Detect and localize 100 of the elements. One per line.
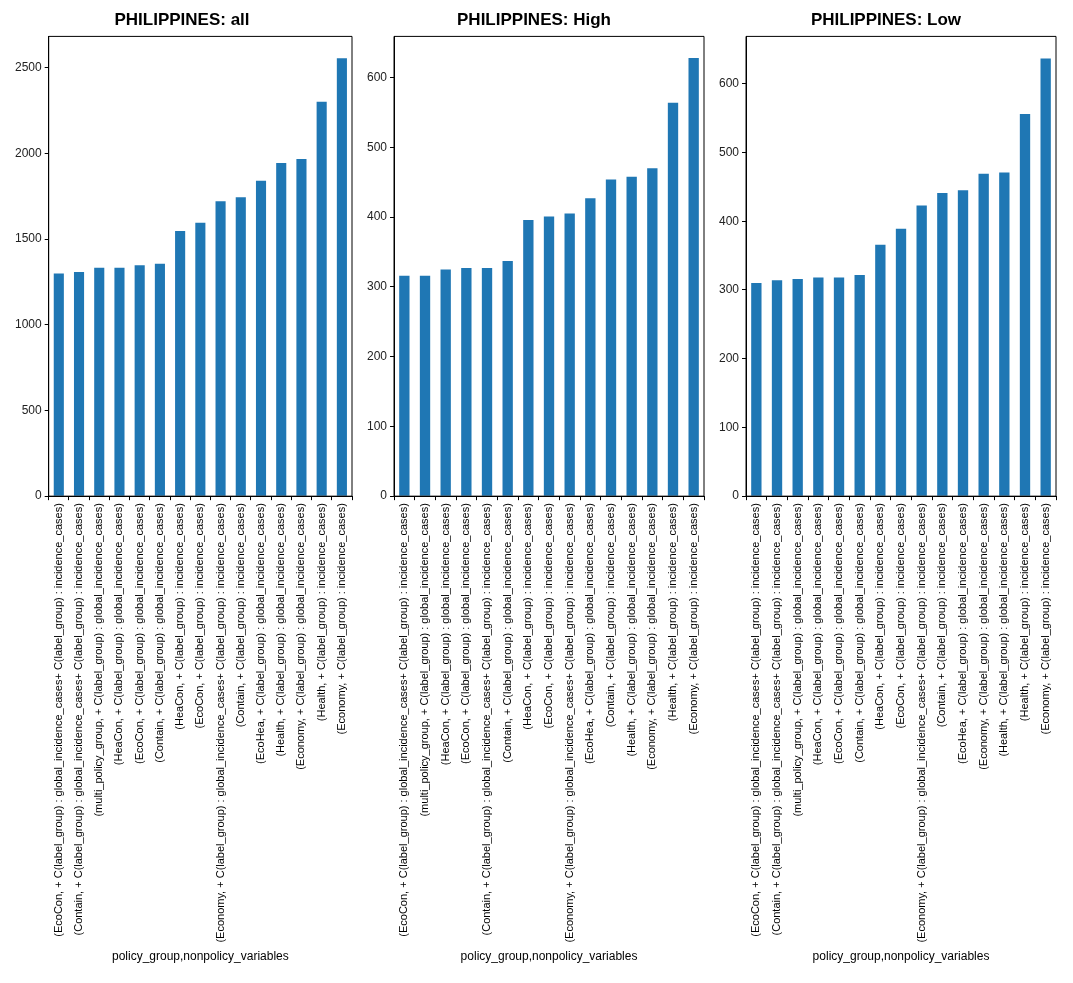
y-tick-label: 500 — [366, 139, 388, 154]
y-tick-label: 2000 — [14, 145, 43, 160]
x-tick-label: (Contain, + C(label_group) : global_incidence_cases) — [852, 503, 865, 763]
bar — [626, 176, 637, 496]
bar — [1019, 114, 1031, 496]
bar — [235, 197, 246, 496]
y-tick-label: 1000 — [14, 317, 43, 332]
x-tick-label: (EcoCon, + C(label_group) : global_incidence_cases+ C(label_group) : incidence_cases) — [397, 503, 410, 937]
bar — [276, 163, 287, 496]
y-tick-label: 1500 — [14, 231, 43, 246]
bar — [195, 222, 206, 496]
x-tick-label: (EcoCon, + C(label_group) : incidence_cases) — [542, 503, 555, 729]
bar — [175, 231, 186, 496]
bar — [481, 268, 493, 496]
y-tick-label: 0 — [380, 488, 388, 503]
x-axis-title: policy_group,nonpolicy_variables — [111, 949, 289, 964]
bar — [296, 158, 307, 496]
bar — [419, 275, 431, 496]
y-tick-label: 400 — [366, 209, 388, 224]
bar — [543, 216, 555, 496]
x-tick-label: (HeaCon, + C(label_group) : global_incidence_cases) — [112, 503, 125, 766]
bar — [215, 201, 226, 496]
bar — [399, 275, 410, 496]
x-tick-label: (multi_policy_group, + C(label_group) : global_incidence_cases) — [418, 503, 431, 817]
y-tick-label: 0 — [732, 488, 740, 503]
y-tick-label: 100 — [366, 418, 388, 433]
x-tick-label: (Health, + C(label_group) : incidence_cases) — [666, 503, 679, 722]
bar — [461, 268, 472, 496]
bar — [957, 190, 969, 496]
bar — [813, 277, 824, 496]
y-tick-label: 0 — [35, 488, 43, 503]
bar — [771, 280, 783, 496]
bar — [854, 274, 865, 496]
x-tick-label: (Economy, + C(label_group) : incidence_cases) — [1038, 503, 1051, 735]
y-tick-label: 500 — [21, 402, 43, 417]
bar — [833, 277, 845, 496]
x-tick-label: (Contain, + C(label_group) : incidence_cases) — [233, 503, 246, 728]
x-tick-label: (EcoCon, + C(label_group) : global_incidence_cases+ C(label_group) : incidence_cases) — [749, 503, 762, 937]
bar — [53, 273, 64, 496]
bar — [502, 261, 513, 496]
y-tick-label: 400 — [718, 213, 740, 228]
y-tick-label: 2500 — [14, 60, 43, 75]
bar — [792, 279, 803, 496]
bar — [134, 265, 145, 496]
y-tick-label: 600 — [718, 76, 740, 91]
chart-title: PHILIPPINES: all — [114, 9, 250, 29]
x-axis-title: policy_group,nonpolicy_variables — [812, 949, 990, 964]
x-tick-label: (Health, + C(label_group) : global_incidence_cases) — [997, 503, 1010, 757]
x-tick-label: (EcoHea, + C(label_group) : global_incidence_cases) — [254, 503, 267, 764]
x-tick-label: (HeaCon, + C(label_group) : global_incidence_cases) — [811, 503, 824, 766]
x-tick-label: (Economy, + C(label_group) : incidence_cases) — [686, 503, 699, 735]
x-tick-label: (Contain, + C(label_group) : incidence_cases) — [935, 503, 948, 728]
bar — [937, 193, 948, 496]
x-tick-label: (EcoCon, + C(label_group) : global_incidence_cases) — [132, 503, 145, 764]
y-tick-label: 100 — [718, 419, 740, 434]
bar — [667, 102, 679, 496]
bar — [523, 219, 534, 496]
y-tick-label: 200 — [718, 351, 740, 366]
x-tick-label: (Economy, + C(label_group) : global_incidence_cases+ C(label_group) : incidence_cases) — [213, 503, 226, 943]
bar — [73, 272, 85, 496]
bar — [564, 213, 575, 496]
x-tick-label: (HeaCon, + C(label_group) : incidence_cases) — [521, 503, 534, 730]
x-tick-label: (EcoHea, + C(label_group) : global_incidence_cases) — [956, 503, 969, 764]
x-tick-label: (multi_policy_group, + C(label_group) : global_incidence_cases) — [790, 503, 803, 817]
x-tick-label: (HeaCon, + C(label_group) : incidence_cases) — [173, 503, 186, 730]
bar — [154, 263, 165, 496]
y-tick-label: 200 — [366, 348, 388, 363]
bar — [440, 269, 451, 496]
x-tick-label: (Contain, + C(label_group) : global_incidence_cases+ C(label_group) : incidence_cases) — [770, 503, 783, 936]
x-tick-label: (EcoCon, + C(label_group) : global_incidence_cases) — [459, 503, 472, 764]
x-tick-label: (Contain, + C(label_group) : incidence_cases) — [604, 503, 617, 728]
bar — [895, 228, 907, 496]
y-tick-label: 300 — [366, 279, 388, 294]
x-tick-label: (Economy, + C(label_group) : global_incidence_cases) — [294, 503, 307, 770]
bar — [688, 58, 699, 496]
x-tick-label: (Health, + C(label_group) : global_incidence_cases) — [274, 503, 287, 757]
bar — [336, 58, 347, 496]
x-axis-title: policy_group,nonpolicy_variables — [460, 949, 638, 964]
chart-title: PHILIPPINES: Low — [810, 9, 962, 29]
x-tick-label: (Health, + C(label_group) : global_incidence_cases) — [624, 503, 637, 757]
x-tick-label: (HeaCon, + C(label_group) : global_incidence_cases) — [438, 503, 451, 766]
bar — [605, 179, 617, 496]
y-tick-label: 500 — [718, 144, 740, 159]
x-tick-label: (Economy, + C(label_group) : global_incidence_cases) — [645, 503, 658, 770]
x-tick-label: (Health, + C(label_group) : incidence_cases) — [314, 503, 327, 722]
x-tick-label: (Contain, + C(label_group) : global_incidence_cases) — [500, 503, 513, 763]
x-tick-label: (Contain, + C(label_group) : global_incidence_cases+ C(label_group) : incidence_cases) — [72, 503, 85, 936]
y-tick-label: 600 — [366, 69, 388, 84]
bar — [978, 173, 989, 496]
x-tick-label: (Contain, + C(label_group) : global_incidence_cases+ C(label_group) : incidence_cases) — [480, 503, 493, 936]
x-tick-label: (EcoCon, + C(label_group) : global_incidence_cases+ C(label_group) : incidence_cases) — [51, 503, 64, 937]
x-tick-label: (Health, + C(label_group) : incidence_cases) — [1018, 503, 1031, 722]
x-tick-label: (Contain, + C(label_group) : global_incidence_cases) — [152, 503, 165, 763]
x-tick-label: (EcoCon, + C(label_group) : global_incidence_cases) — [832, 503, 845, 764]
chart-title: PHILIPPINES: High — [457, 9, 611, 29]
bar — [1040, 58, 1051, 496]
y-tick-label: 300 — [718, 282, 740, 297]
bar — [875, 244, 886, 496]
x-tick-label: (EcoHea, + C(label_group) : global_incidence_cases) — [583, 503, 596, 764]
x-tick-label: (HeaCon, + C(label_group) : incidence_cases) — [873, 503, 886, 730]
